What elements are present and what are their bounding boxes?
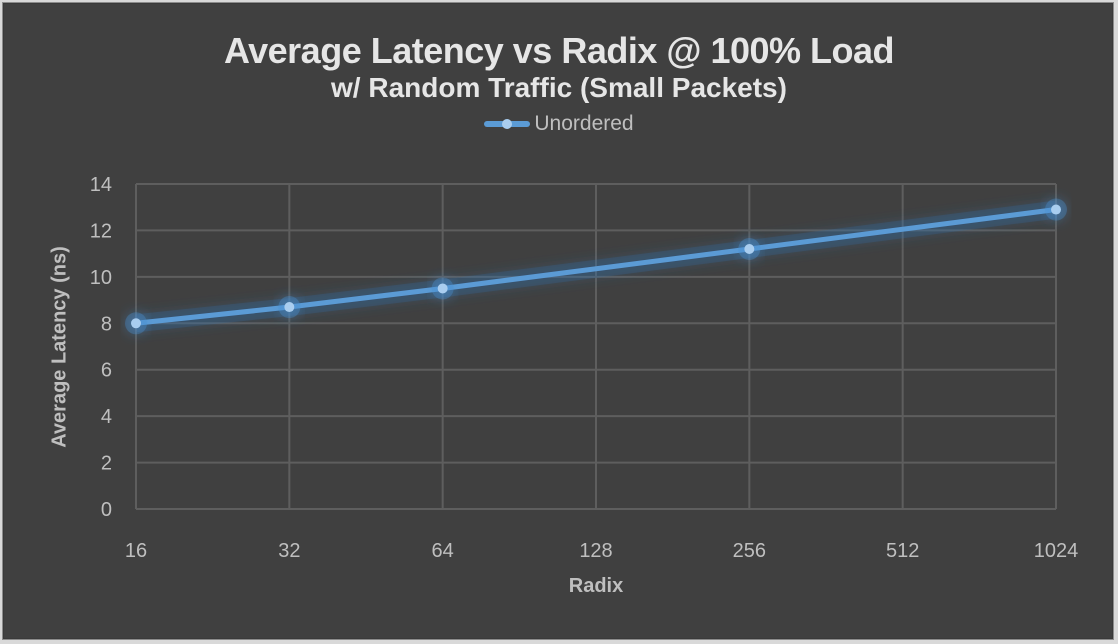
x-axis-ticks: 16 32 64 128 256 512 1024 bbox=[125, 540, 1078, 562]
x-tick-label: 512 bbox=[886, 540, 919, 562]
legend-label: Unordered bbox=[534, 112, 634, 135]
x-tick-label: 64 bbox=[432, 540, 454, 562]
x-axis-label: Radix bbox=[568, 575, 624, 597]
x-tick-label: 128 bbox=[579, 540, 612, 562]
y-tick-label: 0 bbox=[101, 499, 112, 521]
y-tick-label: 12 bbox=[90, 220, 112, 242]
legend: Unordered bbox=[0, 112, 1118, 136]
y-tick-label: 8 bbox=[101, 313, 112, 335]
gridlines bbox=[135, 183, 1057, 510]
data-point bbox=[1051, 204, 1061, 215]
x-tick-label: 256 bbox=[733, 540, 766, 562]
y-tick-label: 14 bbox=[90, 174, 112, 196]
data-point bbox=[437, 283, 448, 294]
chart-title: Average Latency vs Radix @ 100% Load bbox=[223, 30, 895, 71]
x-tick-label: 1024 bbox=[1034, 540, 1079, 562]
y-tick-label: 6 bbox=[101, 360, 112, 382]
chart-subtitle: w/ Random Traffic (Small Packets) bbox=[331, 72, 787, 103]
legend-line-marker-icon bbox=[484, 119, 531, 129]
y-tick-label: 4 bbox=[101, 406, 112, 428]
y-tick-label: 10 bbox=[90, 267, 112, 289]
y-tick-label: 2 bbox=[101, 453, 112, 475]
data-point bbox=[284, 302, 295, 313]
data-point bbox=[131, 318, 141, 329]
series-unordered bbox=[125, 198, 1067, 335]
x-tick-label: 32 bbox=[278, 540, 300, 562]
y-axis-ticks: 0 2 4 6 8 10 12 14 bbox=[90, 174, 112, 521]
x-tick-label: 16 bbox=[125, 540, 147, 562]
data-point bbox=[744, 244, 755, 254]
